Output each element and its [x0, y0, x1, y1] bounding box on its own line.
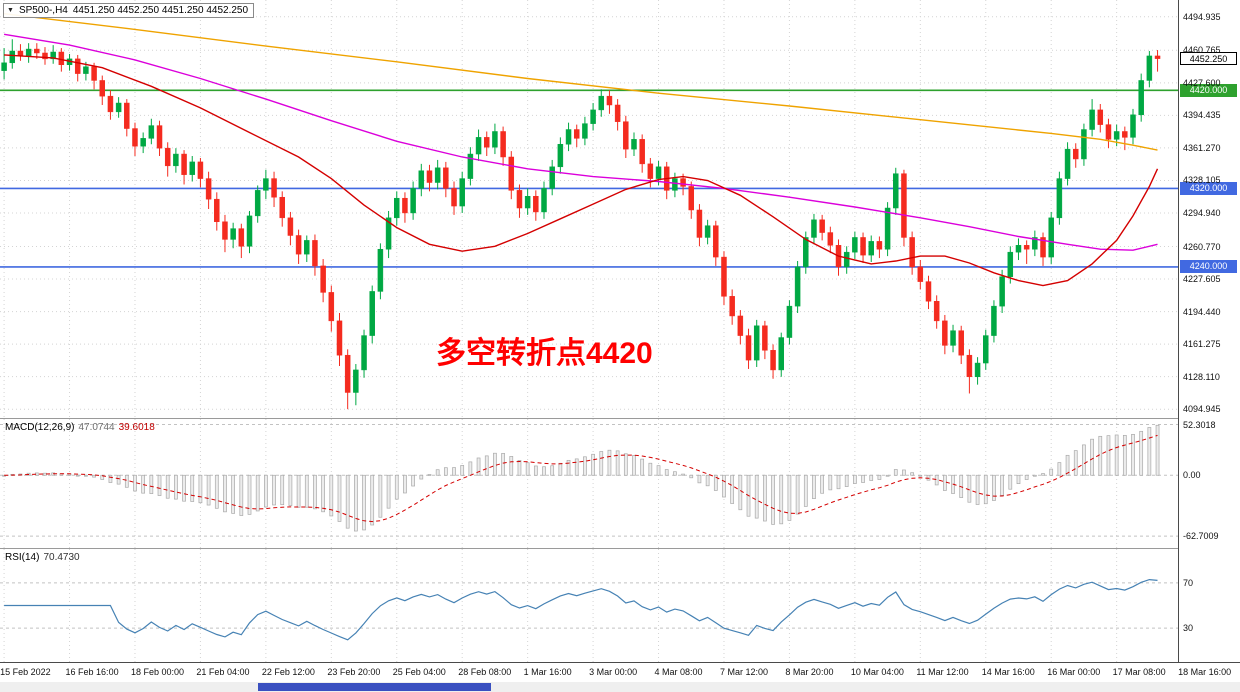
ohlc-values-label: 4451.250 4452.250 4451.250 4452.250	[72, 5, 249, 16]
time-axis-label: 18 Feb 00:00	[130, 667, 185, 677]
price-axis-label: 4460.765	[1183, 45, 1221, 56]
rsi-axis-label: 70	[1183, 577, 1194, 588]
collapse-triangle-icon[interactable]: ▼	[7, 6, 14, 14]
chart-annotation-text: 多空转折点4420	[436, 337, 653, 370]
price-axis-label: 4128.110	[1183, 371, 1220, 382]
time-axis-label: 18 Mar 16:00	[1178, 667, 1232, 677]
candlestick-series	[1, 39, 1161, 410]
time-axis-label: 21 Feb 04:00	[196, 667, 250, 677]
rsi-chart-svg[interactable]	[0, 549, 1178, 662]
panel-separator	[0, 548, 1240, 549]
hline-4320-price-box: 4320.000	[1180, 181, 1237, 195]
time-axis-label: 1 Mar 16:00	[523, 667, 572, 677]
price-axis-label: 4161.275	[1183, 339, 1221, 350]
price-axis-label: 4194.440	[1183, 306, 1221, 317]
horizontal-gridlines	[0, 16, 1178, 410]
time-axis-label: 14 Mar 16:00	[981, 667, 1035, 677]
price-axis-label: 4294.940	[1183, 207, 1221, 218]
time-axis-label: 25 Feb 04:00	[392, 667, 446, 677]
rsi-indicator-panel[interactable]: RSI(14) 70.4730	[0, 549, 1178, 662]
time-axis-label: 23 Feb 20:00	[327, 667, 381, 677]
price-axis-label: 4328.105	[1183, 175, 1221, 186]
price-axis-label: 4427.600	[1183, 77, 1221, 88]
macd-name: MACD(12,26,9)	[5, 422, 75, 433]
price-chart-panel[interactable]: ▼ SP500-,H4 4451.250 4452.250 4451.250 4…	[0, 0, 1178, 418]
time-axis-label: 7 Mar 12:00	[719, 667, 768, 677]
panel-separator	[0, 418, 1240, 419]
ma-slow-orange	[4, 13, 1158, 151]
price-axis-label: 4094.945	[1183, 404, 1221, 415]
price-axis-label: 4361.270	[1183, 142, 1221, 153]
ma-mid-magenta	[3, 33, 1158, 251]
horizontal-price-lines	[0, 89, 1178, 268]
rsi-value: 70.4730	[43, 552, 80, 563]
macd-level-lines	[0, 424, 1178, 537]
hline-4420-price-box: 4420.000	[1180, 83, 1237, 97]
macd-label: MACD(12,26,9) 47.0744 39.6018	[5, 422, 155, 433]
price-axis-label: 4394.435	[1183, 110, 1221, 121]
macd-axis-label: 52.3018	[1183, 419, 1216, 430]
price-axis[interactable]: 4452.250 4420.000 4320.000 4240.000 4494…	[1179, 0, 1240, 662]
time-axis-label: 22 Feb 12:00	[261, 667, 315, 677]
macd-axis-label: 0.00	[1183, 470, 1201, 481]
current-price-box: 4452.250	[1180, 52, 1237, 66]
price-axis-label: 4260.770	[1183, 241, 1221, 252]
price-axis-label: 4494.935	[1183, 11, 1221, 22]
vertical-gridlines	[3, 549, 1118, 662]
time-axis-label: 4 Mar 08:00	[654, 667, 703, 677]
macd-signal-value: 39.6018	[118, 422, 155, 433]
time-axis-label: 3 Mar 00:00	[589, 667, 638, 677]
scrollbar-thumb[interactable]	[258, 683, 491, 691]
vertical-gridlines	[3, 419, 1118, 548]
chart-title-box[interactable]: ▼ SP500-,H4 4451.250 4452.250 4451.250 4…	[3, 3, 255, 18]
time-axis-label: 8 Mar 20:00	[785, 667, 834, 677]
hline-4240-price-box: 4240.000	[1180, 260, 1237, 274]
time-axis-label: 16 Mar 00:00	[1047, 667, 1101, 677]
rsi-label: RSI(14) 70.4730	[5, 552, 80, 563]
price-axis-label: 4227.605	[1183, 274, 1221, 285]
macd-indicator-panel[interactable]: MACD(12,26,9) 47.0744 39.6018	[0, 419, 1178, 548]
time-axis-label: 11 Mar 12:00	[916, 667, 969, 677]
rsi-axis-label: 30	[1183, 623, 1194, 634]
rsi-name: RSI(14)	[5, 552, 40, 563]
time-axis-label: 15 Feb 2022	[0, 667, 51, 677]
time-axis-label: 17 Mar 08:00	[1112, 667, 1166, 677]
horizontal-scrollbar[interactable]	[0, 682, 1240, 692]
ma-fast-red	[4, 54, 1159, 287]
macd-signal-line	[4, 434, 1158, 523]
macd-main-value: 47.0744	[78, 422, 115, 433]
macd-axis-label: -62.7009	[1183, 531, 1219, 542]
time-axis[interactable]: 15 Feb 2022 16 Feb 16:00 18 Feb 00:00 21 Fe…	[0, 662, 1240, 682]
time-axis-label: 28 Feb 08:00	[458, 667, 512, 677]
time-axis-label: 10 Mar 04:00	[850, 667, 904, 677]
rsi-level-lines	[0, 582, 1178, 629]
candlestick-chart-svg[interactable]	[0, 0, 1178, 418]
macd-chart-svg[interactable]	[0, 419, 1178, 548]
rsi-line	[4, 578, 1158, 641]
time-axis-label: 16 Feb 16:00	[65, 667, 119, 677]
price-axis-separator	[1178, 0, 1179, 662]
symbol-timeframe-label: SP500-,H4	[18, 5, 68, 16]
